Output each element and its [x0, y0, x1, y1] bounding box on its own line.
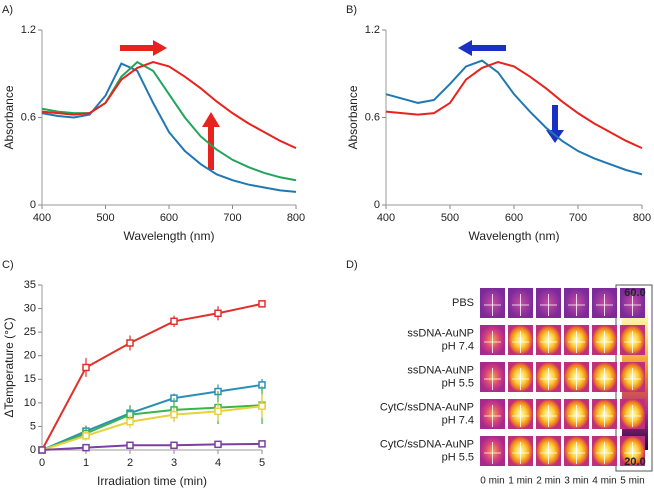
- marker: [38, 446, 46, 454]
- marker: [82, 443, 90, 452]
- column-label: 3 min: [564, 476, 588, 487]
- series-line: [41, 61, 297, 150]
- x-axis-label: Wavelength (nm): [469, 229, 560, 243]
- y-axis-label: Absorbance: [346, 85, 360, 149]
- y-tick-label: 0.6: [365, 111, 380, 123]
- y-tick-label: 35: [24, 279, 36, 291]
- marker: [170, 410, 178, 419]
- series-line: [41, 405, 263, 451]
- column-label: 4 min: [592, 476, 616, 487]
- y-tick-label: 0: [374, 199, 380, 211]
- x-tick-label: 0: [39, 457, 45, 469]
- y-tick-label: 10: [24, 397, 36, 409]
- y-tick-label: 1.2: [365, 24, 380, 36]
- column-label: 0 min: [480, 476, 504, 487]
- x-tick-label: 500: [441, 212, 459, 224]
- panel-label: C): [2, 259, 14, 271]
- marker: [258, 300, 266, 308]
- row-label: pH 7.4: [442, 414, 474, 426]
- row-label: pH 5.5: [442, 451, 474, 463]
- marker: [214, 309, 222, 318]
- panel-label: A): [2, 4, 13, 16]
- x-tick-label: 400: [377, 212, 395, 224]
- x-tick-label: 2: [127, 457, 133, 469]
- marker: [126, 441, 134, 450]
- panel-label: B): [346, 4, 357, 16]
- row-label: ssDNA-AuNP: [407, 364, 474, 376]
- y-tick-label: 0: [30, 199, 36, 211]
- series-line: [41, 383, 263, 451]
- x-tick-label: 4: [215, 457, 221, 469]
- arrows: [120, 40, 564, 170]
- y-tick-label: 25: [24, 326, 36, 338]
- x-tick-label: 3: [171, 457, 177, 469]
- marker: [82, 432, 90, 440]
- marker: [126, 339, 134, 347]
- marker: [82, 363, 90, 372]
- y-axis-label: Absorbance: [2, 85, 16, 149]
- x-tick-label: 600: [160, 212, 178, 224]
- marker: [258, 402, 266, 410]
- series-line: [41, 442, 263, 451]
- x-tick-label: 800: [287, 212, 305, 224]
- row-label: pH 5.5: [442, 377, 474, 389]
- x-tick-label: 400: [33, 212, 51, 224]
- row-label: ssDNA-AuNP: [407, 327, 474, 339]
- x-tick-label: 700: [569, 212, 587, 224]
- y-axis-label: ΔTemperature (°C): [2, 317, 16, 417]
- series-line: [385, 59, 643, 176]
- marker: [170, 317, 178, 326]
- marker: [258, 440, 266, 448]
- series-line: [41, 60, 297, 182]
- row-label: CytC/ssDNA-AuNP: [380, 401, 474, 413]
- y-tick-label: 0: [30, 444, 36, 456]
- y-tick-label: 20: [24, 350, 36, 362]
- y-tick-label: 1.2: [21, 24, 36, 36]
- x-axis-label: Wavelength (nm): [124, 229, 215, 243]
- y-tick-label: 5: [30, 420, 36, 432]
- x-tick-label: 1: [83, 457, 89, 469]
- panel-label: D): [346, 259, 358, 271]
- marker: [214, 407, 222, 416]
- marker: [126, 417, 134, 426]
- scale-min: 20.0: [624, 456, 645, 468]
- series-line: [41, 62, 297, 193]
- y-tick-label: 15: [24, 373, 36, 385]
- row-label: PBS: [452, 297, 474, 309]
- marker: [170, 441, 178, 450]
- series-line: [41, 404, 263, 451]
- column-label: 1 min: [508, 476, 532, 487]
- row-label: pH 7.4: [442, 340, 474, 352]
- series-line: [385, 61, 643, 150]
- x-tick-label: 800: [633, 212, 651, 224]
- column-label: 5 min: [620, 476, 644, 487]
- x-tick-label: 600: [505, 212, 523, 224]
- y-tick-label: 30: [24, 302, 36, 314]
- x-tick-label: 500: [96, 212, 114, 224]
- series-line: [41, 302, 263, 451]
- row-label: CytC/ssDNA-AuNP: [380, 438, 474, 450]
- column-label: 2 min: [536, 476, 560, 487]
- x-tick-label: 700: [223, 212, 241, 224]
- marker: [214, 440, 222, 449]
- x-tick-label: 5: [259, 457, 265, 469]
- x-axis-label: Irradiation time (min): [97, 474, 207, 488]
- scale-max: 60.0: [624, 287, 645, 299]
- y-tick-label: 0.6: [21, 111, 36, 123]
